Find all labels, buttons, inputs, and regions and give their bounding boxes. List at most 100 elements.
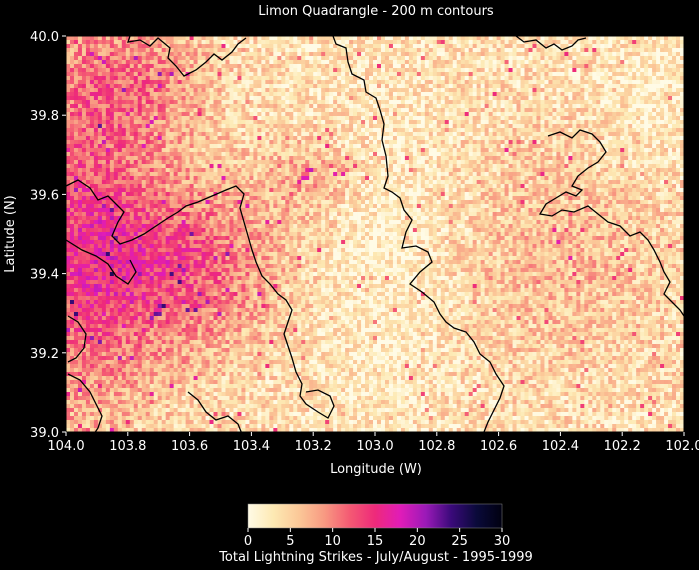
heatmap-cell (492, 144, 498, 149)
heatmap-cell (388, 56, 394, 61)
heatmap-cell (121, 112, 127, 117)
heatmap-cell (233, 136, 238, 141)
heatmap-cell (648, 48, 653, 53)
heatmap-cell (281, 68, 286, 73)
heatmap-cell (448, 72, 454, 77)
heatmap-cell (420, 116, 426, 121)
heatmap-cell (221, 48, 226, 53)
heatmap-cell (536, 132, 541, 137)
heatmap-cell (416, 48, 422, 53)
heatmap-cell (632, 96, 637, 101)
heatmap-cell (357, 116, 362, 121)
heatmap-cell (660, 104, 665, 109)
heatmap-cell (556, 132, 561, 137)
heatmap-cell (149, 152, 155, 157)
heatmap-cell (317, 104, 322, 109)
heatmap-cell (181, 108, 187, 113)
heatmap-cell (337, 84, 342, 89)
heatmap-cell (153, 104, 159, 109)
heatmap-cell (628, 116, 633, 121)
heatmap-cell (496, 40, 501, 45)
heatmap-cell (121, 76, 127, 81)
heatmap-cell (117, 108, 123, 113)
heatmap-cell (105, 48, 111, 53)
heatmap-cell (353, 88, 358, 93)
heatmap-cell (189, 76, 194, 81)
heatmap-cell (337, 64, 342, 69)
heatmap-cell (440, 84, 446, 89)
heatmap-cell (508, 140, 513, 145)
heatmap-cell (596, 36, 601, 41)
heatmap-cell (508, 108, 513, 113)
heatmap-cell (456, 72, 462, 77)
heatmap-cell (504, 148, 509, 153)
heatmap-cell (93, 36, 99, 41)
heatmap-cell (149, 116, 155, 121)
heatmap-cell (592, 104, 597, 109)
heatmap-cell (353, 76, 358, 81)
heatmap-cell (668, 76, 673, 81)
heatmap-cell (660, 160, 665, 165)
heatmap-cell (365, 36, 370, 41)
heatmap-cell (420, 36, 426, 41)
heatmap-cell (97, 88, 103, 93)
heatmap-cell (576, 148, 581, 153)
heatmap-cell (588, 120, 593, 125)
heatmap-cell (428, 152, 434, 157)
heatmap-cell (668, 40, 673, 45)
heatmap-cell (656, 124, 661, 129)
heatmap-cell (345, 156, 350, 161)
heatmap-cell (544, 160, 549, 165)
heatmap-cell (564, 100, 569, 105)
heatmap-cell (528, 156, 533, 161)
heatmap-cell (69, 156, 75, 161)
heatmap-cell (325, 144, 330, 149)
heatmap-cell (452, 56, 458, 61)
heatmap-cell (213, 160, 218, 165)
heatmap-cell (121, 116, 127, 121)
heatmap-cell (245, 40, 250, 45)
heatmap-cell (329, 136, 334, 141)
heatmap-cell (584, 144, 589, 149)
heatmap-cell (524, 104, 529, 109)
heatmap-cell (125, 64, 131, 69)
heatmap-cell (297, 44, 302, 49)
heatmap-cell (376, 76, 382, 81)
heatmap-cell (265, 52, 270, 57)
heatmap-cell (317, 136, 322, 141)
heatmap-cell (556, 76, 561, 81)
heatmap-cell (337, 120, 342, 125)
heatmap-cell (472, 84, 478, 89)
heatmap-cell (221, 60, 226, 65)
heatmap-cell (584, 88, 589, 93)
heatmap-cell (532, 52, 537, 57)
heatmap-cell (560, 144, 565, 149)
heatmap-cell (149, 136, 155, 141)
heatmap-cell (213, 44, 218, 49)
heatmap-cell (273, 80, 278, 85)
heatmap-cell (105, 68, 111, 73)
heatmap-cell (628, 80, 633, 85)
heatmap-cell (508, 40, 513, 45)
heatmap-cell (484, 52, 490, 57)
heatmap-cell (600, 92, 605, 97)
heatmap-cell (361, 140, 366, 145)
heatmap-cell (273, 48, 278, 53)
heatmap-cell (185, 84, 190, 89)
heatmap-cell (468, 128, 474, 133)
heatmap-cell (213, 152, 218, 157)
heatmap-cell (221, 92, 226, 97)
heatmap-cell (165, 128, 171, 133)
heatmap-cell (664, 100, 669, 105)
heatmap-cell (404, 116, 410, 121)
heatmap-cell (285, 96, 290, 101)
heatmap-cell (532, 64, 537, 69)
heatmap-cell (584, 148, 589, 153)
heatmap-cell (357, 64, 362, 69)
heatmap-cell (281, 100, 286, 105)
heatmap-cell (488, 48, 494, 53)
heatmap-cell (69, 92, 75, 97)
heatmap-cell (492, 108, 498, 113)
heatmap-cell (141, 84, 147, 89)
heatmap-cell (544, 108, 549, 113)
